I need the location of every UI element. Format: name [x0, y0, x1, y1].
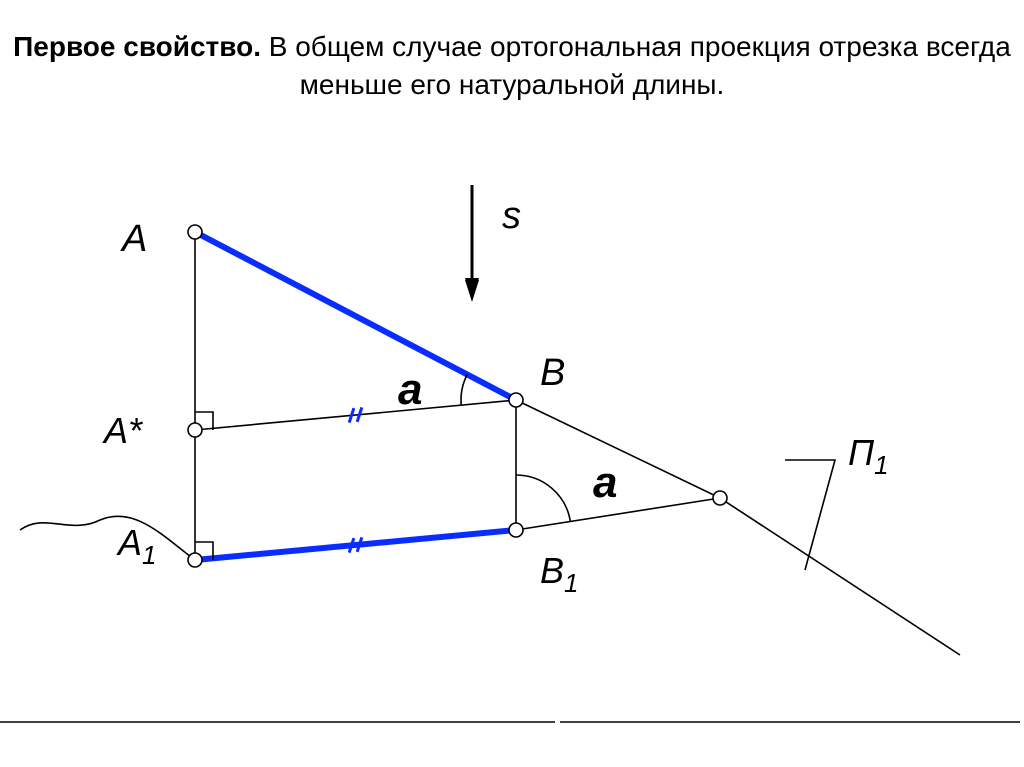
projection-arrow-head2 — [465, 280, 479, 302]
edge-Astar-B — [195, 400, 516, 430]
label-A: A — [122, 218, 147, 261]
edge-B1-R — [516, 498, 720, 530]
label-Astar-text: A* — [104, 410, 142, 451]
label-a2: a — [593, 458, 617, 508]
node-A1 — [188, 553, 202, 567]
label-B: B — [540, 352, 565, 395]
label-A1-text: A — [118, 522, 142, 563]
label-a2-text: a — [593, 458, 617, 507]
plane-edge — [720, 498, 960, 655]
node-A — [188, 225, 202, 239]
label-B-text: B — [540, 352, 565, 394]
node-B1 — [509, 523, 523, 537]
angle-arc-B — [461, 374, 467, 405]
plane-label-leader — [785, 460, 835, 570]
node-B — [509, 393, 523, 407]
node-Astar — [188, 423, 202, 437]
label-s: s — [502, 195, 521, 238]
label-B1-sub: 1 — [564, 570, 578, 598]
label-a1: a — [398, 365, 422, 415]
label-B1-text: B — [540, 550, 564, 591]
label-A1: A1 — [118, 522, 156, 564]
diagram-svg — [0, 0, 1024, 767]
label-P1-sub: 1 — [874, 452, 888, 480]
plane-edge — [20, 516, 195, 560]
label-B1: B1 — [540, 550, 578, 592]
label-A1-sub: 1 — [142, 542, 156, 570]
label-A-text: A — [122, 218, 147, 260]
angle-arc-B1 — [516, 475, 570, 521]
label-a1-text: a — [398, 365, 422, 414]
label-P1-text: П — [848, 432, 874, 473]
label-P1: П1 — [848, 432, 889, 474]
edge-A-B — [195, 232, 516, 400]
label-s-text: s — [502, 195, 521, 237]
edge-A1-B1 — [195, 530, 516, 560]
node-R — [713, 491, 727, 505]
label-Astar: A* — [104, 410, 142, 452]
